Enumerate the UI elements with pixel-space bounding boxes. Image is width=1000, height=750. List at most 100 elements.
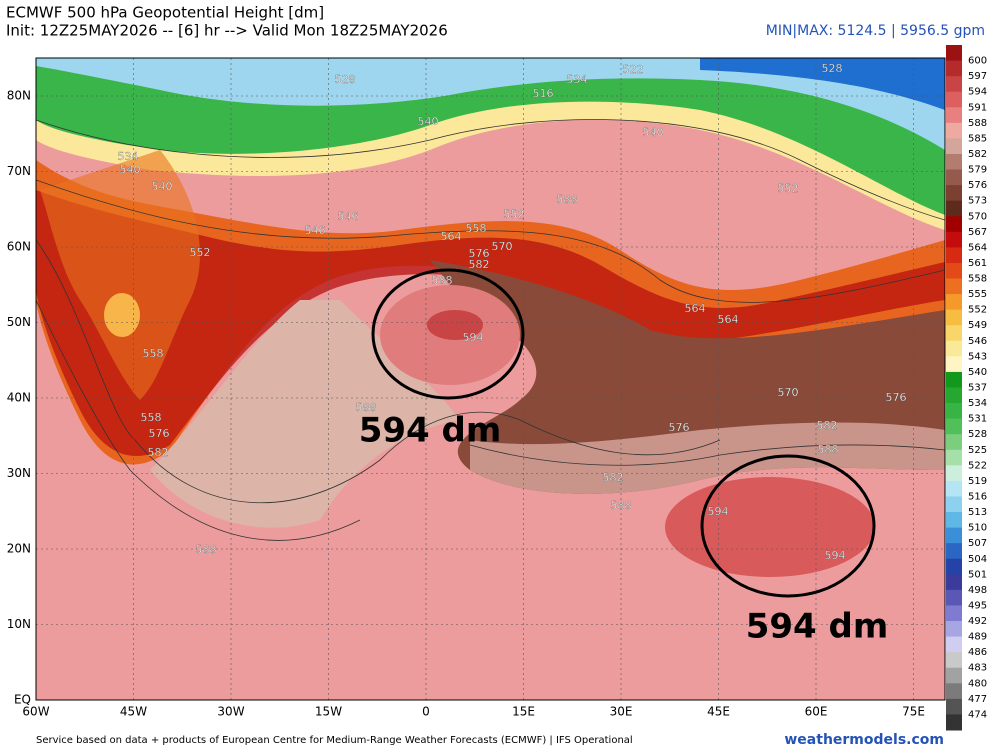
colorbar-swatch — [946, 434, 962, 451]
colorbar-swatch — [946, 325, 962, 342]
colorbar-label: 588 — [968, 118, 987, 129]
colorbar-label: 474 — [968, 709, 987, 720]
colorbar-label: 483 — [968, 663, 987, 674]
high-west-core — [427, 310, 483, 340]
contour-label: 528 — [822, 62, 843, 75]
colorbar-label: 531 — [968, 414, 987, 425]
colorbar-swatch — [946, 278, 962, 295]
colorbar-swatch — [946, 185, 962, 202]
colorbar-swatch — [946, 714, 962, 731]
annotation: 594 dm — [746, 607, 889, 647]
colorbar-swatch — [946, 652, 962, 669]
contour-label: 588 — [196, 543, 217, 556]
colorbar-label: 480 — [968, 678, 987, 689]
lat-label: 70N — [7, 164, 31, 178]
colorbar-label: 477 — [968, 694, 987, 705]
colorbar-label: 492 — [968, 616, 987, 627]
colorbar-swatch — [946, 247, 962, 264]
colorbar-swatch — [946, 91, 962, 108]
colorbar-swatch — [946, 496, 962, 513]
lat-label: 40N — [7, 391, 31, 405]
colorbar-swatch — [946, 76, 962, 93]
colorbar-label: 567 — [968, 227, 987, 238]
colorbar-swatch — [946, 589, 962, 606]
contour-label: 540 — [643, 126, 664, 139]
contour-label: 594 — [825, 549, 846, 562]
tan-region — [470, 422, 945, 494]
tan-ridge — [150, 300, 460, 528]
contour-label: 576 — [886, 391, 907, 404]
colorbar-swatch — [946, 45, 962, 62]
colorbar-label: 543 — [968, 351, 987, 362]
colorbar-label: 528 — [968, 429, 987, 440]
contour-label: 594 — [708, 505, 729, 518]
colorbar-swatch — [946, 480, 962, 497]
map — [36, 58, 945, 700]
colorbar-swatch — [946, 340, 962, 357]
colorbar-label: 594 — [968, 87, 987, 98]
colorbar-label: 495 — [968, 600, 987, 611]
colorbar-label: 585 — [968, 133, 987, 144]
contour-label: 522 — [623, 63, 644, 76]
annotation: 594 dm — [359, 411, 502, 451]
contour-label: 570 — [492, 240, 513, 253]
colorbar-label: 510 — [968, 523, 987, 534]
contour-label: 528 — [335, 73, 356, 86]
colorbar-swatch — [946, 294, 962, 311]
credit: Service based on data + products of Euro… — [36, 735, 633, 746]
lon-label: 30W — [217, 705, 244, 719]
contour-label: 564 — [718, 313, 739, 326]
colorbar-label: 507 — [968, 538, 987, 549]
lat-label: 80N — [7, 89, 31, 103]
contour-label: 516 — [533, 87, 554, 100]
contour-label: 540 — [418, 115, 439, 128]
colorbar-swatch — [946, 122, 962, 139]
contour-label: 588 — [432, 274, 453, 287]
contour-label: 576 — [469, 247, 490, 260]
colorbar-label: 489 — [968, 632, 987, 643]
colorbar-swatch — [946, 543, 962, 560]
contour-label: 570 — [778, 386, 799, 399]
colorbar-label: 486 — [968, 647, 987, 658]
colorbar-label: 555 — [968, 289, 987, 300]
lon-label: 60E — [805, 705, 828, 719]
contour-label: 564 — [685, 302, 706, 315]
colorbar-label: 549 — [968, 320, 987, 331]
contour-label: 540 — [120, 163, 141, 176]
lat-label: 20N — [7, 542, 31, 556]
colorbar-label: 582 — [968, 149, 987, 160]
contour-label: 540 — [152, 180, 173, 193]
blue-band — [700, 58, 945, 110]
colorbar-label: 522 — [968, 460, 987, 471]
colorbar-label: 597 — [968, 71, 987, 82]
colorbar-label: 591 — [968, 102, 987, 113]
contour-label: 546 — [338, 210, 359, 223]
colorbar-swatch — [946, 387, 962, 404]
colorbar-swatch — [946, 698, 962, 715]
contour-label: 588 — [356, 401, 377, 414]
min-max: MIN|MAX: 5124.5 | 5956.5 gpm — [766, 23, 985, 39]
colorbar-label: 561 — [968, 258, 987, 269]
contour — [469, 444, 945, 466]
colorbar-label: 519 — [968, 476, 987, 487]
colorbar-label: 534 — [968, 398, 987, 409]
colorbar-label: 600 — [968, 56, 987, 67]
title: ECMWF 500 hPa Geopotential Height [dm] — [6, 4, 324, 22]
lat-label: 30N — [7, 466, 31, 480]
contour-label: 582 — [148, 446, 169, 459]
lat-label: 50N — [7, 315, 31, 329]
contour-label: 558 — [141, 411, 162, 424]
colorbar-swatch — [946, 371, 962, 388]
contour-label: 582 — [603, 471, 624, 484]
colorbar-label: 546 — [968, 336, 987, 347]
contour-label: 534 — [118, 150, 139, 163]
lon-label: 45W — [120, 705, 147, 719]
graticule — [36, 58, 945, 700]
colorbar-swatch — [946, 667, 962, 684]
colorbar-swatch — [946, 403, 962, 420]
colorbar-swatch — [946, 574, 962, 591]
contour-label: 534 — [567, 73, 588, 86]
lon-label: 30E — [610, 705, 633, 719]
highlight-circle — [700, 454, 876, 598]
trough — [40, 150, 200, 400]
